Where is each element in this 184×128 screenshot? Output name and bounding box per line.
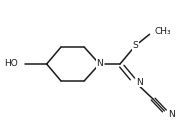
Text: HO: HO <box>4 60 18 68</box>
Text: N: N <box>96 60 103 68</box>
Text: CH₃: CH₃ <box>155 27 171 36</box>
Text: N: N <box>168 110 175 119</box>
Text: N: N <box>136 78 143 87</box>
Text: S: S <box>132 41 138 50</box>
